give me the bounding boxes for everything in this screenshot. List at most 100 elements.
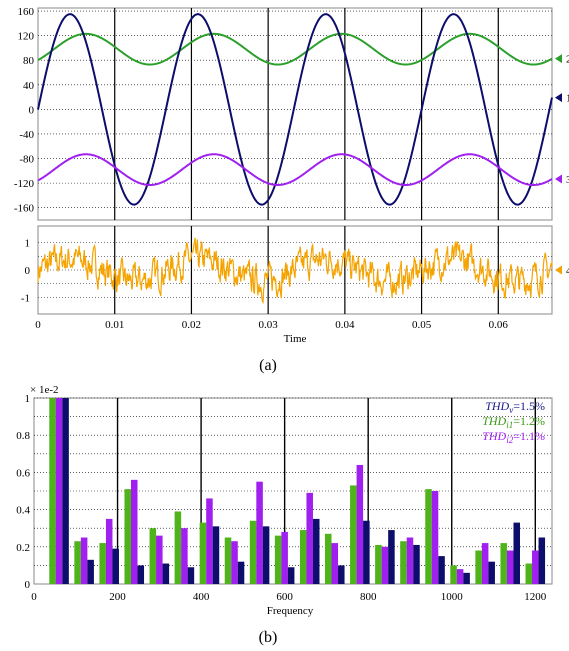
panel-b-spectrum: 1 0.8 0.6 0.4 0.2 0 0 200 400 600 800 1000 1200 × 1… [16, 384, 553, 646]
y-tick-label: 40 [23, 80, 35, 92]
bar-THD_i2 [331, 543, 339, 584]
bar-THD_i1 [450, 565, 457, 584]
bar-THD_v [137, 565, 145, 584]
x-tick-label: 0.03 [259, 319, 279, 331]
series-curve-4 [37, 237, 553, 305]
panel-b-grid [34, 397, 552, 584]
bar-THD_v [212, 526, 220, 584]
bar-THD_i1 [500, 543, 507, 584]
series-marker-2 [555, 54, 562, 64]
bar-THD_i2 [156, 535, 163, 584]
panel-b-x-ticks: 0 200 400 600 800 1000 1200 [31, 591, 547, 603]
series-marker-label: 1 [566, 93, 569, 105]
bar-THD_i1 [99, 543, 106, 584]
y-tick-label: 1 [25, 238, 31, 250]
bar-THD_v [87, 559, 94, 584]
bar-THD_i2 [506, 550, 514, 584]
panel-b-y-ticks: 1 0.8 0.6 0.4 0.2 0 [16, 393, 30, 591]
x-tick-label: 0.01 [105, 319, 124, 331]
series-curve-3 [37, 153, 553, 186]
series-marker-3 [555, 174, 562, 184]
bar-THD_v [413, 544, 420, 584]
panel-b-multiplier: × 1e-2 [30, 384, 59, 396]
bar-THD_i2 [281, 531, 288, 584]
y-tick-label: 0.8 [16, 430, 30, 442]
bar-THD_i1 [124, 489, 131, 584]
series-curve-1 [37, 13, 553, 206]
bar-THD_v [187, 567, 195, 584]
panel-a-top-y-ticks: 160 120 80 40 0 -40 -80 -120 -160 [14, 6, 35, 215]
x-tick-label: 600 [276, 591, 293, 603]
bar-THD_i2 [256, 481, 263, 584]
y-tick-label: 1 [25, 393, 31, 405]
series-marker-label: 2 [566, 54, 569, 66]
bar-THD_i1 [74, 541, 81, 584]
bar-THD_i1 [299, 530, 307, 584]
panel-a-x-ticks: 0 0.01 0.02 0.03 0.04 0.05 0.06 [35, 319, 508, 331]
bar-THD_i1 [375, 544, 382, 584]
bar-THD_v [538, 537, 546, 584]
bar-THD_i1 [49, 398, 56, 584]
panel-b-xlabel: Frequency [267, 605, 314, 617]
y-tick-label: -160 [14, 203, 35, 215]
y-tick-label: 0 [29, 104, 35, 116]
panel-a-bottom-y-ticks: 1 0 -1 [21, 238, 31, 305]
bar-THD_i1 [149, 528, 157, 584]
y-tick-label: -1 [21, 293, 30, 305]
bar-THD_v [338, 565, 345, 584]
bar-THD_i2 [181, 528, 188, 584]
panel-a-label: (a) [259, 357, 277, 374]
series-marker-1 [555, 93, 562, 103]
bar-THD_i1 [325, 533, 332, 584]
y-tick-label: 0.6 [16, 467, 30, 479]
bar-THD_v [62, 398, 69, 584]
panel-a-bottom-curves [37, 237, 553, 305]
bar-THD_i1 [274, 535, 282, 584]
y-tick-label: 0.2 [16, 542, 30, 554]
bar-THD_i2 [481, 543, 489, 584]
bar-THD_i2 [532, 550, 539, 584]
y-tick-label: -120 [14, 178, 35, 190]
series-marker-label: 4 [566, 265, 569, 277]
bar-THD_i2 [80, 537, 88, 584]
bar-THD_v [312, 518, 320, 584]
y-tick-label: 0 [25, 579, 31, 591]
x-tick-label: 0.06 [489, 319, 509, 331]
panel-a-time-plot: 160 120 80 40 0 -40 -80 -120 -160 1 0 -1 0 0.01 0.02… [14, 6, 569, 374]
x-tick-label: 200 [109, 591, 126, 603]
bar-THD_i2 [306, 492, 313, 584]
x-tick-label: 0.05 [412, 319, 432, 331]
bar-THD_v [363, 520, 370, 584]
x-tick-label: 1200 [524, 591, 547, 603]
legend-entry: THDi1=1.2% [482, 414, 545, 430]
bar-THD_i1 [199, 522, 207, 584]
y-tick-label: 80 [23, 55, 35, 67]
bar-THD_v [388, 530, 395, 584]
bar-THD_i2 [206, 498, 213, 584]
panel-b-legend: THDv=1.5%THDi1=1.2%THDi2=1.1% [482, 399, 545, 445]
y-tick-label: -80 [19, 154, 34, 166]
bar-THD_v [287, 567, 295, 584]
bar-THD_v [488, 561, 495, 584]
y-tick-label: 0.4 [16, 505, 30, 517]
x-tick-label: 0.02 [182, 319, 201, 331]
bar-THD_i2 [456, 569, 464, 584]
top-plot-area [37, 7, 553, 221]
bar-THD_i2 [55, 398, 63, 584]
y-tick-label: -40 [19, 129, 34, 141]
x-tick-label: 0 [35, 319, 41, 331]
bar-THD_v [112, 548, 119, 584]
bar-THD_i1 [174, 511, 182, 584]
panel-a-xlabel: Time [284, 333, 307, 345]
bar-THD_i2 [431, 491, 439, 584]
bar-THD_i2 [406, 537, 414, 584]
panel-a-series-markers: 2 1 3 4 [555, 54, 569, 277]
bar-THD_v [438, 556, 445, 584]
series-marker-label: 3 [566, 174, 569, 186]
bar-THD_i2 [131, 479, 138, 584]
x-tick-label: 800 [360, 591, 377, 603]
bar-THD_i2 [356, 464, 364, 584]
bar-THD_i2 [381, 546, 389, 584]
panel-b-label: (b) [259, 629, 278, 646]
